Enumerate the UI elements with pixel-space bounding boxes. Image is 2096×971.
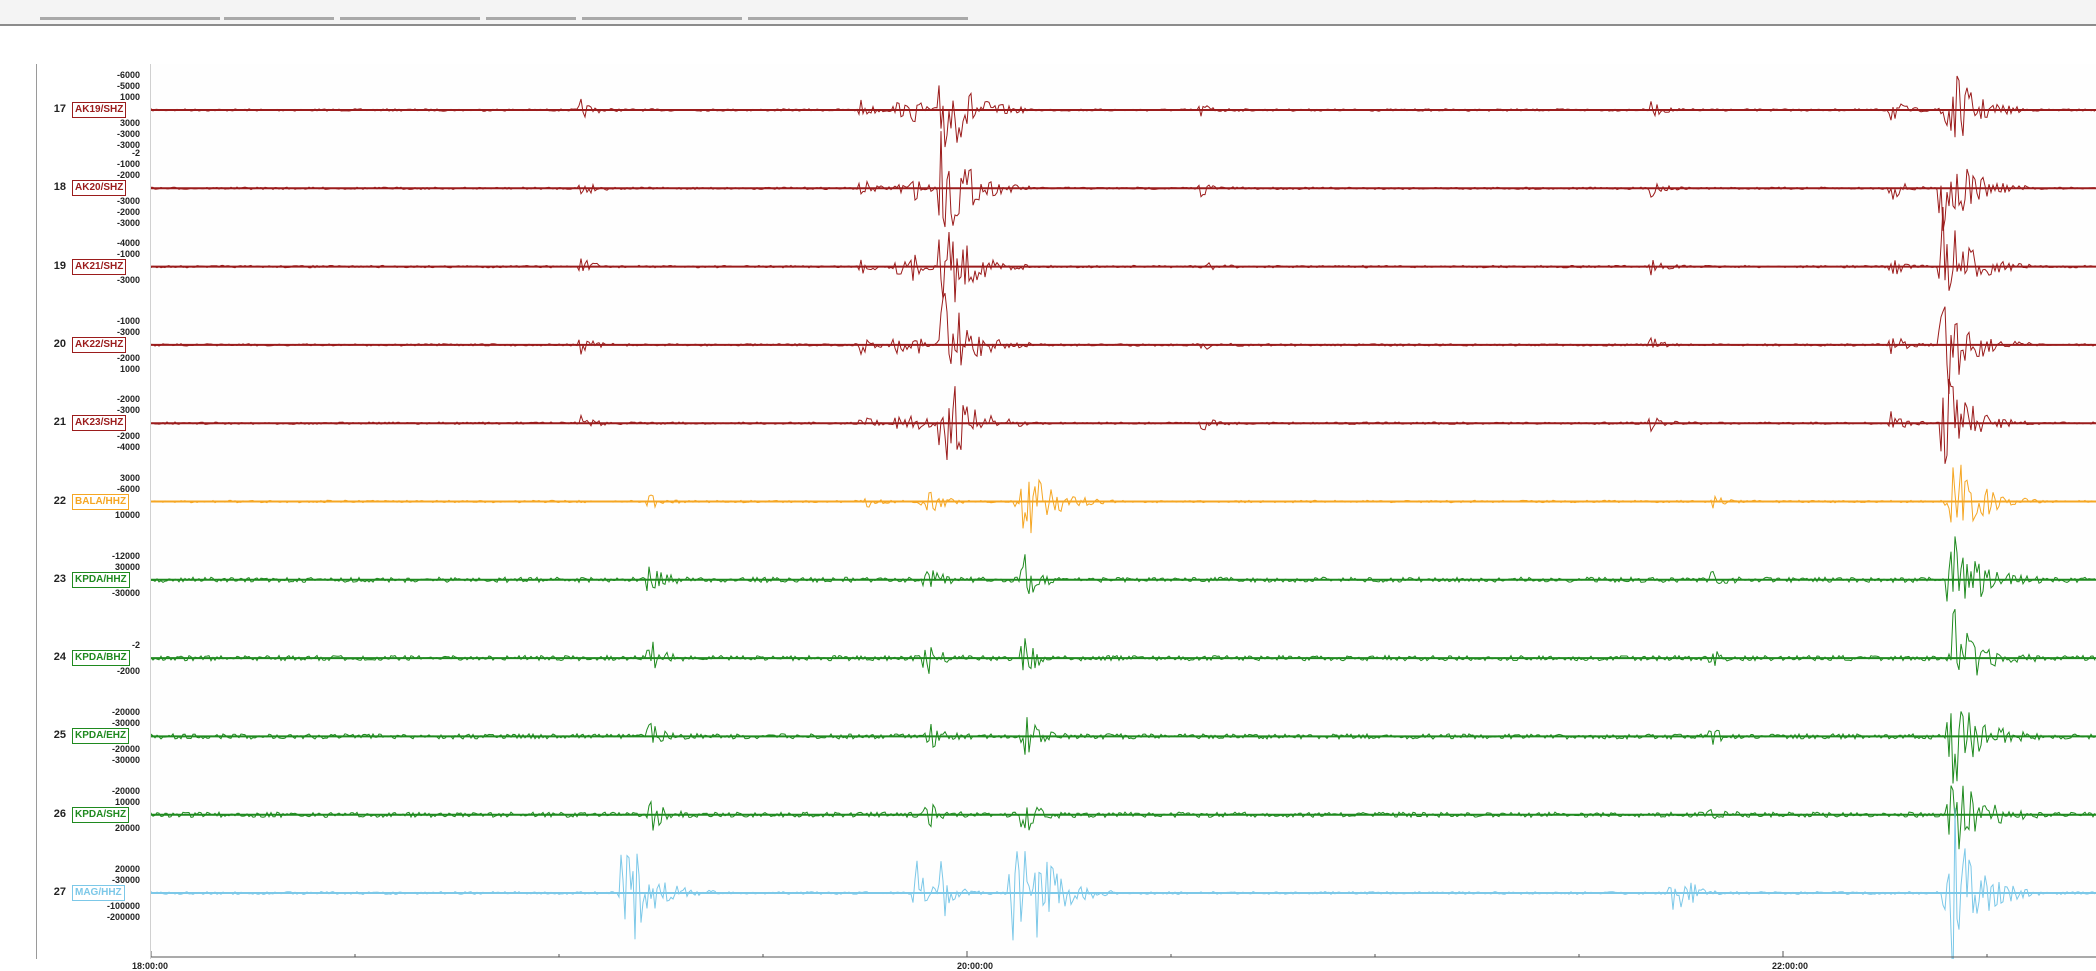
amplitude-scale-label: -30000 xyxy=(111,587,140,598)
channel-label[interactable]: AK20/SHZ xyxy=(72,180,127,197)
amplitude-scale-label: -6000 xyxy=(116,483,140,494)
seismogram-panel: 17 AK19/SHZ -6000 -5000 1000 3000 -3000 -3000 18… xyxy=(0,28,2096,971)
toolbar-segment xyxy=(340,17,480,20)
amplitude-scale-label: -20000 xyxy=(111,785,140,796)
amplitude-scale-label: 1000 xyxy=(119,363,140,374)
amplitude-scale-label: -4000 xyxy=(116,442,140,453)
amplitude-scale-label: -3000 xyxy=(116,218,140,229)
channel-number: 25 xyxy=(53,729,66,742)
amplitude-scale-label: -2000 xyxy=(116,394,140,405)
time-tick-label: 18:00:00 xyxy=(131,961,169,971)
amplitude-scale-label: -3000 xyxy=(116,405,140,416)
amplitude-scale-label: -2000 xyxy=(116,431,140,442)
amplitude-scale-label: -1000 xyxy=(116,248,140,259)
panel-frame xyxy=(36,64,37,959)
toolbar-segment xyxy=(486,17,576,20)
channel-label[interactable]: KPDA/BHZ xyxy=(72,650,130,667)
amplitude-scale-label: -2000 xyxy=(116,207,140,218)
amplitude-scale-label: -2 xyxy=(131,148,140,159)
channel-number: 18 xyxy=(53,181,66,194)
amplitude-scale-label: -6000 xyxy=(116,70,140,80)
amplitude-scale-label: -30000 xyxy=(111,718,140,729)
waveform-trace xyxy=(151,292,2096,395)
amplitude-scale-label: -3000 xyxy=(116,129,140,139)
amplitude-scale-label: -2000 xyxy=(116,170,140,181)
time-tick-label: 20:00:00 xyxy=(956,961,994,971)
amplitude-scale-label: -30000 xyxy=(111,755,140,766)
amplitude-scale-label: -2 xyxy=(131,640,140,651)
amplitude-scale-label: -3000 xyxy=(116,196,140,207)
waveform-trace xyxy=(151,785,2096,850)
amplitude-scale-label: 1000 xyxy=(119,92,140,102)
channel-number: 21 xyxy=(53,416,66,429)
channel-label[interactable]: KPDA/HHZ xyxy=(72,571,130,588)
waveform-trace xyxy=(151,75,2096,148)
waveform-trace xyxy=(151,206,2096,303)
amplitude-scale-label: 20000 xyxy=(114,822,140,833)
time-tick-label: 22:00:00 xyxy=(1771,961,1809,971)
amplitude-scale-label: -20000 xyxy=(111,744,140,755)
waveform-trace xyxy=(151,536,2096,602)
channel-label[interactable]: MAG/HHZ xyxy=(72,885,125,901)
waveform-traces xyxy=(151,75,2096,959)
waveform-trace xyxy=(151,711,2096,784)
waveform-trace xyxy=(151,378,2096,464)
channel-label[interactable]: KPDA/SHZ xyxy=(72,806,130,823)
amplitude-scale-label: 30000 xyxy=(114,561,140,572)
amplitude-scale-label: -3000 xyxy=(116,274,140,285)
amplitude-scale-label: 20000 xyxy=(114,864,140,874)
amplitude-scale-label: 10000 xyxy=(114,509,140,520)
waveform-plot-area[interactable] xyxy=(150,64,2096,959)
amplitude-scale-label: -2000 xyxy=(116,666,140,677)
amplitude-scale-label: 10000 xyxy=(114,796,140,807)
channel-label[interactable]: AK19/SHZ xyxy=(72,102,127,118)
amplitude-scale-label: -1000 xyxy=(116,315,140,326)
amplitude-scale-label: 3000 xyxy=(119,118,140,128)
channel-number: 22 xyxy=(53,494,66,507)
amplitude-scale-label: -1000 xyxy=(116,159,140,170)
amplitude-scale-label: -20000 xyxy=(111,707,140,718)
amplitude-scale-label: -12000 xyxy=(111,550,140,561)
channel-number: 20 xyxy=(53,337,66,350)
channel-label[interactable]: AK21/SHZ xyxy=(72,258,127,275)
channel-number: 27 xyxy=(53,886,66,898)
amplitude-scale-label: -5000 xyxy=(116,81,140,91)
amplitude-scale-label: -2000 xyxy=(116,352,140,363)
channel-number: 23 xyxy=(53,572,66,585)
channel-label[interactable]: KPDA/EHZ xyxy=(72,728,130,745)
channel-number: 17 xyxy=(53,103,66,115)
channel-number: 24 xyxy=(53,651,66,664)
toolbar-segment xyxy=(748,17,968,20)
waveform-trace xyxy=(151,464,2096,534)
amplitude-scale-label: 3000 xyxy=(119,472,140,483)
amplitude-scale-label: -30000 xyxy=(111,875,140,885)
channel-number: 26 xyxy=(53,807,66,820)
toolbar-segment xyxy=(582,17,742,20)
channel-label[interactable]: AK23/SHZ xyxy=(72,415,127,432)
amplitude-scale-label: -4000 xyxy=(116,237,140,248)
amplitude-scale-label: -100000 xyxy=(106,901,140,911)
toolbar xyxy=(0,0,2096,26)
waveform-trace xyxy=(151,131,2095,231)
channel-number: 19 xyxy=(53,259,66,272)
waveform-trace xyxy=(151,608,2096,676)
channel-label[interactable]: AK22/SHZ xyxy=(72,336,127,353)
amplitude-scale-label: -3000 xyxy=(116,140,140,150)
channel-label[interactable]: BALA/HHZ xyxy=(72,493,130,510)
amplitude-scale-label: -200000 xyxy=(106,912,140,922)
amplitude-scale-label: -3000 xyxy=(116,326,140,337)
toolbar-segment xyxy=(224,17,334,20)
toolbar-segment xyxy=(40,17,220,20)
waveform-trace xyxy=(151,807,2096,959)
